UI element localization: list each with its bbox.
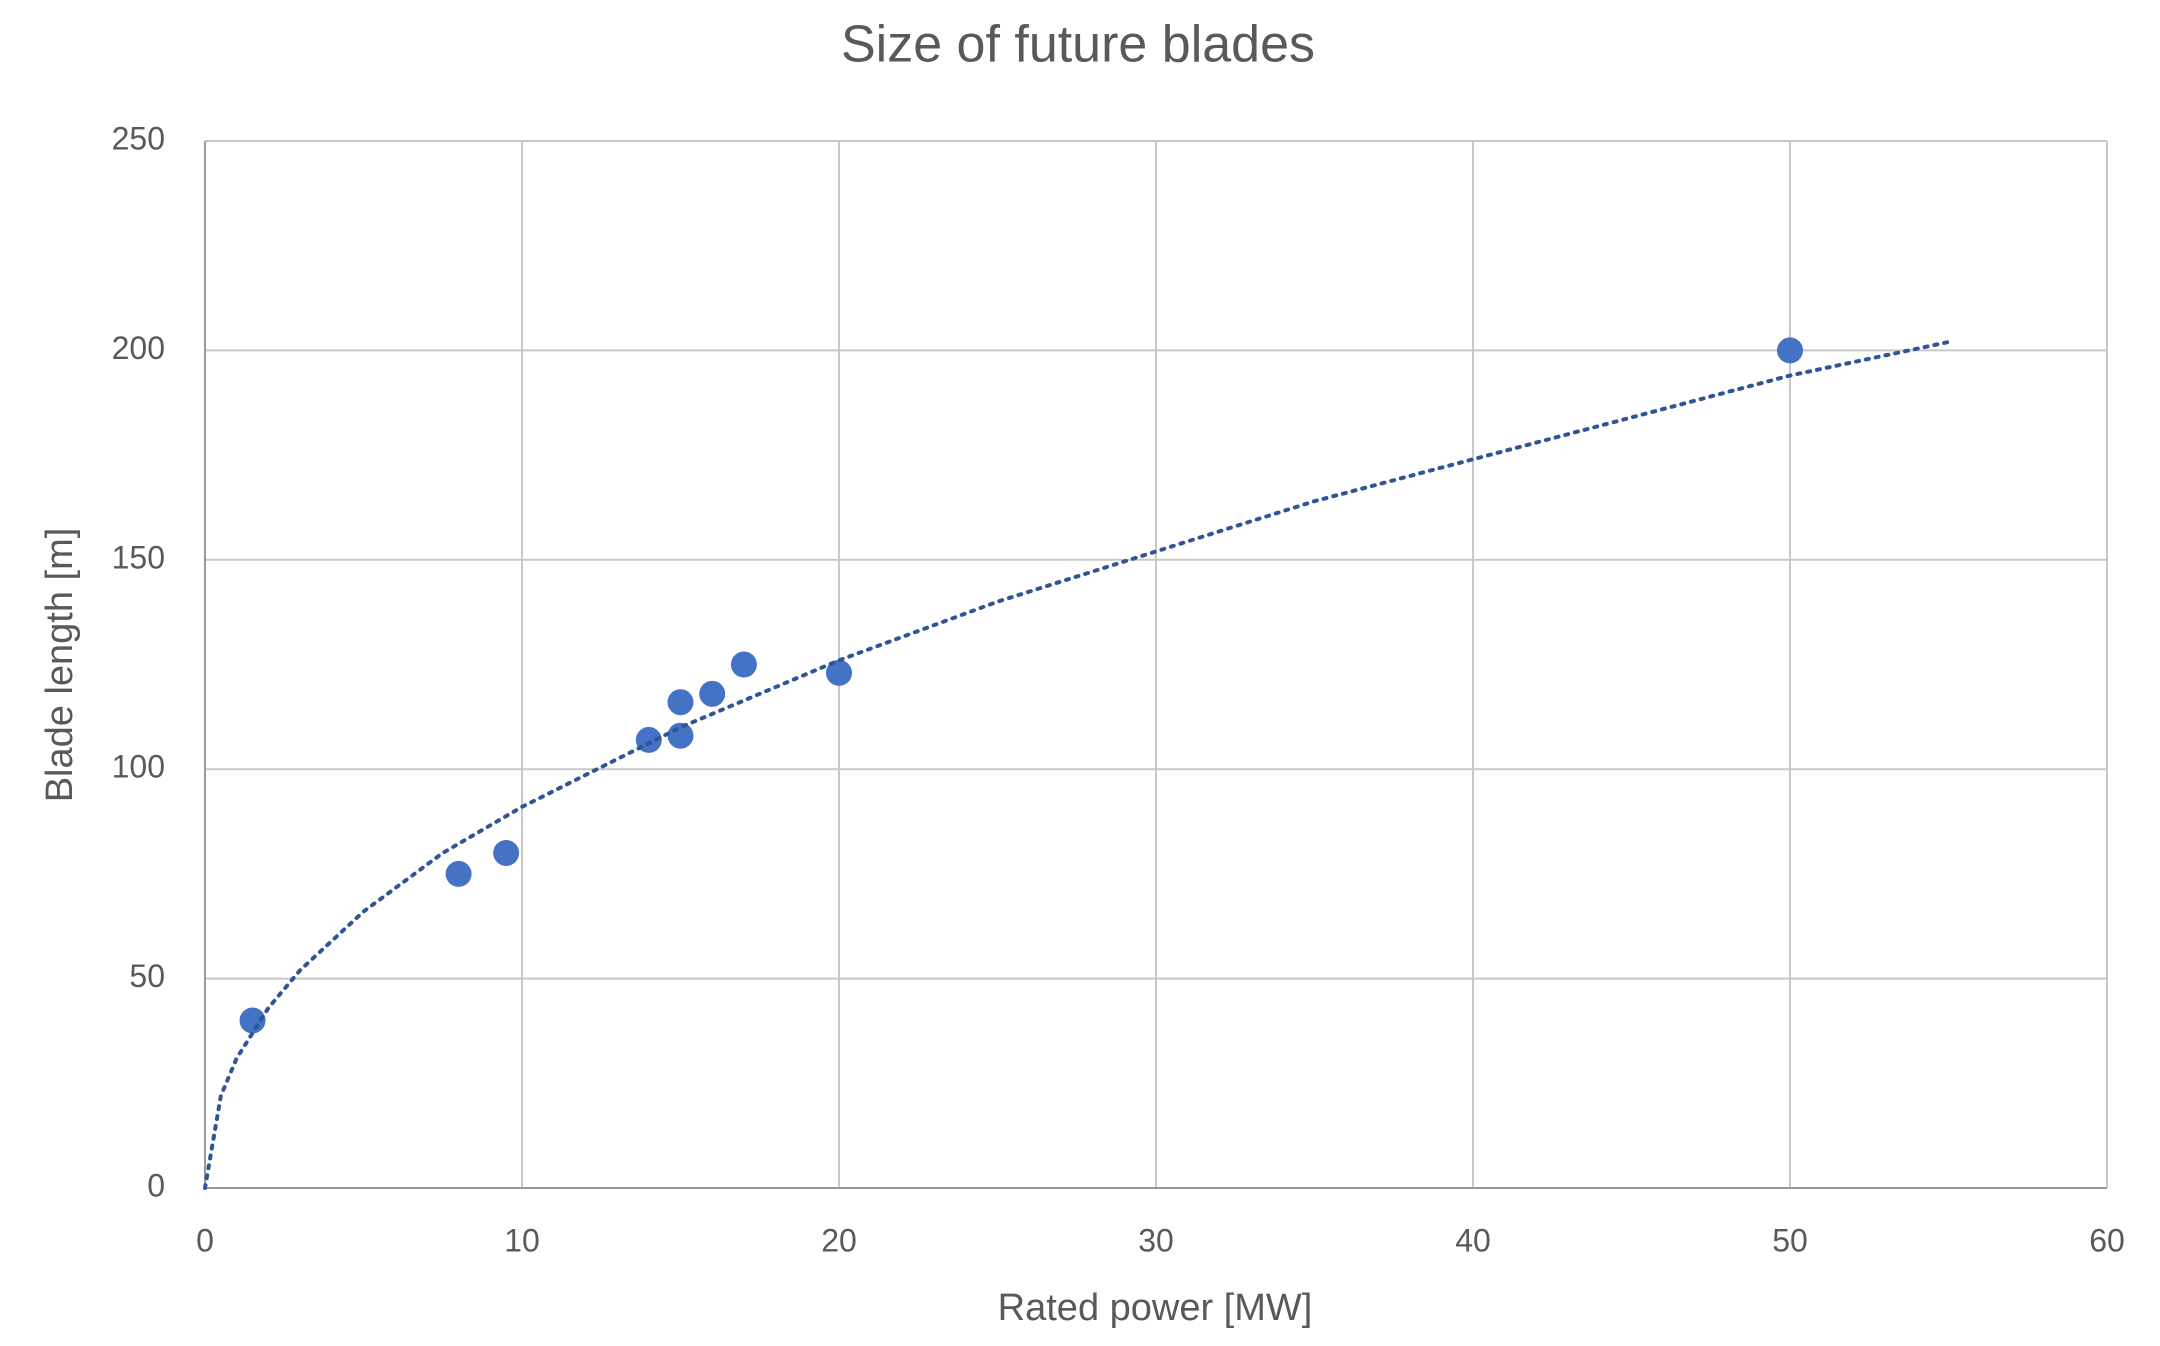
x-tick-label: 60 [2089, 1222, 2125, 1258]
y-tick-label: 100 [112, 749, 165, 785]
scatter-point [493, 839, 520, 866]
scatter-point [730, 651, 757, 678]
chart-title: Size of future blades [841, 16, 1315, 74]
x-tick-label: 50 [1772, 1222, 1808, 1258]
x-axis-title: Rated power [MW] [998, 1287, 1313, 1329]
y-tick-label: 150 [112, 539, 165, 575]
y-tick-label: 250 [112, 120, 165, 156]
x-tick-label: 30 [1138, 1222, 1174, 1258]
trendline [203, 340, 1951, 1190]
scatter-point [667, 722, 694, 749]
scatter-point [239, 1007, 266, 1034]
scatter-point [667, 689, 694, 716]
y-tick-label: 200 [112, 330, 165, 366]
x-tick-label: 40 [1455, 1222, 1491, 1258]
y-axis-title: Blade length [m] [39, 528, 81, 803]
scatter-point [699, 680, 726, 707]
scatter-point [826, 659, 852, 686]
scatter-point [1777, 337, 1803, 364]
y-tick-label: 0 [147, 1167, 165, 1203]
scatter-point [445, 860, 472, 887]
x-tick-label: 20 [821, 1222, 857, 1258]
x-tick-label: 10 [504, 1222, 540, 1258]
y-tick-label: 50 [129, 958, 165, 994]
x-tick-label: 0 [196, 1222, 214, 1258]
